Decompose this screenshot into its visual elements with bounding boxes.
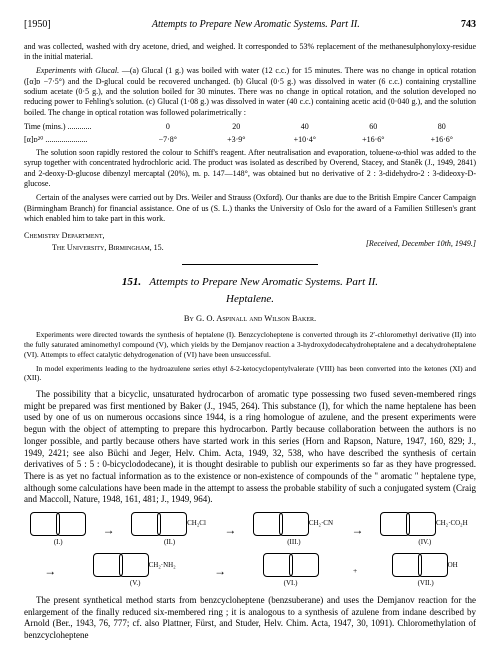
rotation-table-row-alpha: [α]ᴅ²⁰ ..................... −7·8° +3·9°…	[24, 135, 476, 146]
article-subtitle: Heptalene.	[24, 292, 476, 307]
bicyclic-ring-icon	[95, 553, 147, 577]
header-running-title: Attempts to Prepare New Aromatic Systems…	[152, 18, 360, 32]
structure-I: (I.)	[32, 512, 84, 547]
dept-line-1: Chemistry Department,	[24, 231, 164, 242]
structure-II: CH₂Cl (II.)	[133, 512, 206, 547]
substituent: CH₂Cl	[187, 519, 206, 528]
table-cell: 80	[408, 122, 476, 133]
table-cell: +16·6°	[339, 135, 407, 146]
structure-scheme-row-1: (I.) → CH₂Cl (II.) → CH₂·CN (III.) → CH₂…	[24, 512, 476, 547]
continuation-para-2: The solution soon rapidly restored the c…	[24, 148, 476, 190]
structure-scheme-row-2: → CH₂·NH₂ (V.) → (VI.) + OH (VII.)	[24, 553, 476, 588]
arrow-icon: →	[224, 522, 236, 538]
bicyclic-ring-icon	[394, 553, 446, 577]
arrow-icon: →	[352, 522, 364, 538]
structure-IV: CH₂·CO₂H (IV.)	[382, 512, 468, 547]
header-page-number: 743	[461, 18, 476, 32]
plus-sign: +	[353, 566, 357, 576]
substituent: OH	[448, 561, 458, 570]
article-number: 151.	[122, 276, 141, 288]
structure-III: CH₂·CN (III.)	[255, 512, 333, 547]
acknowledgements-para: Certain of the analyses were carried out…	[24, 193, 476, 224]
structure-label: (V.)	[130, 579, 141, 588]
article-title: 151. Attempts to Prepare New Aromatic Sy…	[24, 275, 476, 290]
structure-V: CH₂·NH₂ (V.)	[95, 553, 176, 588]
table-cell: +10·4°	[271, 135, 339, 146]
arrow-icon: →	[214, 563, 226, 579]
substituent: CH₂·CO₂H	[436, 519, 468, 528]
table-cell: −7·8°	[134, 135, 202, 146]
table-cell: 20	[202, 122, 270, 133]
substituent: CH₂·CN	[309, 519, 333, 528]
structure-VI: (VI.)	[265, 553, 317, 588]
bicyclic-ring-icon	[255, 512, 307, 536]
article-title-text: Attempts to Prepare New Aromatic Systems…	[149, 276, 378, 288]
continuation-para-1: and was collected, washed with dry aceto…	[24, 42, 476, 63]
running-header: [1950] Attempts to Prepare New Aromatic …	[24, 18, 476, 32]
structure-label: (VII.)	[418, 579, 434, 588]
structure-label: (I.)	[54, 538, 63, 547]
table-cell: +3·9°	[202, 135, 270, 146]
rotation-table-row-time: Time (mins.) ............ 0 20 40 60 80	[24, 122, 476, 133]
table-time-label: Time (mins.) ............	[24, 122, 134, 133]
body-para-2: The present synthetical method starts fr…	[24, 595, 476, 642]
structure-VII: OH (VII.)	[394, 553, 458, 588]
arrow-icon: →	[44, 563, 56, 579]
structure-label: (IV.)	[418, 538, 431, 547]
table-cell: 40	[271, 122, 339, 133]
abstract-para-2: In model experiments leading to the hydr…	[24, 364, 476, 384]
experiments-para: Experiments with Glucal. —(a) Glucal (1 …	[24, 66, 476, 118]
table-cell: +16·6°	[408, 135, 476, 146]
table-alpha-label: [α]ᴅ²⁰ .....................	[24, 135, 134, 146]
section-rule	[182, 264, 318, 265]
structure-label: (III.)	[287, 538, 300, 547]
header-year: [1950]	[24, 18, 51, 32]
bicyclic-ring-icon	[265, 553, 317, 577]
table-cell: 60	[339, 122, 407, 133]
bicyclic-ring-icon	[32, 512, 84, 536]
bicyclic-ring-icon	[133, 512, 185, 536]
substituent: CH₂·NH₂	[149, 561, 176, 570]
arrow-icon: →	[103, 522, 115, 538]
structure-label: (VI.)	[284, 579, 298, 588]
dept-line-2: The University, Birmingham, 15.	[24, 243, 164, 254]
bicyclic-ring-icon	[382, 512, 434, 536]
received-date: [Received, December 10th, 1949.]	[366, 239, 476, 250]
article-authors: By G. O. Aspinall and Wilson Baker.	[24, 313, 476, 324]
abstract-para-1: Experiments were directed towards the sy…	[24, 330, 476, 359]
table-cell: 0	[134, 122, 202, 133]
body-para-1: The possibility that a bicyclic, unsatur…	[24, 389, 476, 506]
exp-heading: Experiments with Glucal.	[36, 66, 119, 75]
structure-label: (II.)	[164, 538, 175, 547]
